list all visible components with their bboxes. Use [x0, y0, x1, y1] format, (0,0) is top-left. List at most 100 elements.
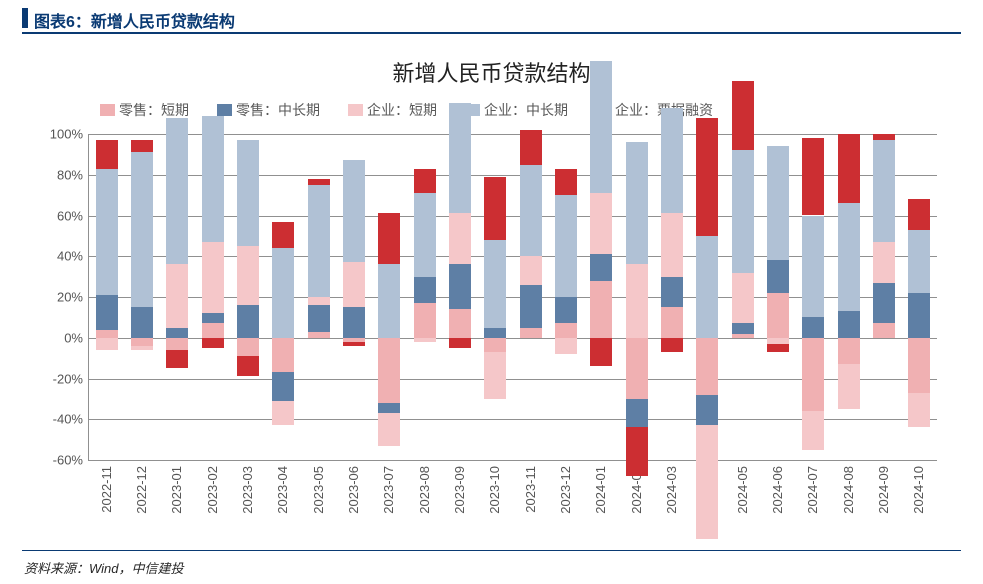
- bar-segment: [131, 152, 153, 307]
- bar-segment: [308, 297, 330, 305]
- bar-group: [96, 134, 118, 460]
- bar-segment: [520, 130, 542, 165]
- bar-segment: [166, 350, 188, 368]
- bar-segment: [166, 118, 188, 265]
- bar-group: [696, 134, 718, 460]
- bar-segment: [732, 81, 754, 150]
- bar-segment: [131, 346, 153, 350]
- bar-segment: [343, 342, 365, 346]
- bar-segment: [802, 216, 824, 318]
- x-axis-label: 2023-11: [523, 466, 538, 513]
- bar-segment: [96, 338, 118, 350]
- bar-segment: [661, 108, 683, 214]
- bar-group: [484, 134, 506, 460]
- bar-segment: [449, 264, 471, 309]
- bar-segment: [696, 395, 718, 426]
- bar-segment: [555, 169, 577, 195]
- bar-segment: [131, 338, 153, 346]
- header-accent-bar: [22, 8, 28, 28]
- bar-segment: [414, 303, 436, 338]
- bar-segment: [96, 295, 118, 330]
- bar-segment: [838, 203, 860, 311]
- x-axis-label: 2023-08: [417, 466, 432, 514]
- bar-segment: [166, 338, 188, 350]
- bar-segment: [237, 305, 259, 338]
- legend-label: 零售：中长期: [236, 100, 320, 120]
- bar-segment: [873, 140, 895, 242]
- bar-segment: [308, 185, 330, 297]
- chart-title: 新增人民币贷款结构: [0, 56, 983, 88]
- x-axis-label: 2023-10: [487, 466, 502, 514]
- bar-group: [590, 134, 612, 460]
- bar-segment: [484, 328, 506, 338]
- bar-segment: [802, 338, 824, 411]
- bar-segment: [590, 281, 612, 338]
- bar-segment: [237, 356, 259, 376]
- bar-segment: [590, 193, 612, 254]
- bar-segment: [449, 338, 471, 348]
- bar-segment: [520, 165, 542, 257]
- x-axis-label: 2023-12: [558, 466, 573, 514]
- bar-group: [308, 134, 330, 460]
- bar-group: [802, 134, 824, 460]
- bar-segment: [202, 323, 224, 337]
- bar-segment: [378, 413, 400, 446]
- bar-segment: [449, 213, 471, 264]
- bar-segment: [696, 236, 718, 338]
- bar-group: [131, 134, 153, 460]
- bar-segment: [732, 334, 754, 338]
- bar-segment: [202, 116, 224, 242]
- bar-group: [449, 134, 471, 460]
- bar-segment: [873, 134, 895, 140]
- bar-segment: [767, 260, 789, 293]
- x-axis-label: 2022-11: [99, 466, 114, 513]
- bar-group: [838, 134, 860, 460]
- bar-segment: [308, 179, 330, 185]
- bar-segment: [202, 338, 224, 348]
- x-axis-label: 2023-04: [275, 466, 290, 514]
- bar-segment: [272, 248, 294, 338]
- bar-group: [520, 134, 542, 460]
- figure-label: 图表6：新增人民币贷款结构: [34, 8, 235, 32]
- bar-segment: [449, 103, 471, 213]
- legend-item: 零售：中长期: [217, 100, 320, 120]
- bar-segment: [202, 313, 224, 323]
- x-axis-label: 2023-09: [452, 466, 467, 514]
- legend-item: 企业：中长期: [465, 100, 568, 120]
- bar-segment: [166, 264, 188, 327]
- bar-segment: [520, 256, 542, 285]
- bar-group: [378, 134, 400, 460]
- bar-group: [237, 134, 259, 460]
- x-axis-label: 2024-05: [735, 466, 750, 514]
- bar-segment: [838, 134, 860, 203]
- x-axis-label: 2024-09: [876, 466, 891, 514]
- footer-source: 资料来源：Wind，中信建投: [24, 558, 184, 577]
- bar-group: [767, 134, 789, 460]
- x-axis-label: 2024-10: [911, 466, 926, 514]
- bar-group: [555, 134, 577, 460]
- bar-segment: [661, 338, 683, 352]
- y-axis-label: 60%: [57, 208, 89, 223]
- bar-segment: [202, 242, 224, 313]
- bar-segment: [414, 169, 436, 193]
- bar-segment: [696, 118, 718, 236]
- x-axis-label: 2024-03: [664, 466, 679, 514]
- bar-segment: [96, 140, 118, 169]
- bar-segment: [626, 142, 648, 264]
- bar-segment: [520, 285, 542, 328]
- legend-swatch: [217, 104, 232, 116]
- legend-swatch: [348, 104, 363, 116]
- bar-segment: [908, 199, 930, 230]
- bar-group: [202, 134, 224, 460]
- x-axis-label: 2024-07: [805, 466, 820, 514]
- bar-segment: [484, 177, 506, 240]
- bar-segment: [414, 277, 436, 303]
- bar-segment: [555, 297, 577, 323]
- y-axis-label: -40%: [53, 412, 89, 427]
- x-axis-label: 2023-01: [169, 466, 184, 514]
- header-underline: [22, 32, 961, 34]
- x-axis-label: 2023-06: [346, 466, 361, 514]
- bar-segment: [908, 338, 930, 393]
- bar-segment: [520, 328, 542, 338]
- bar-segment: [661, 277, 683, 308]
